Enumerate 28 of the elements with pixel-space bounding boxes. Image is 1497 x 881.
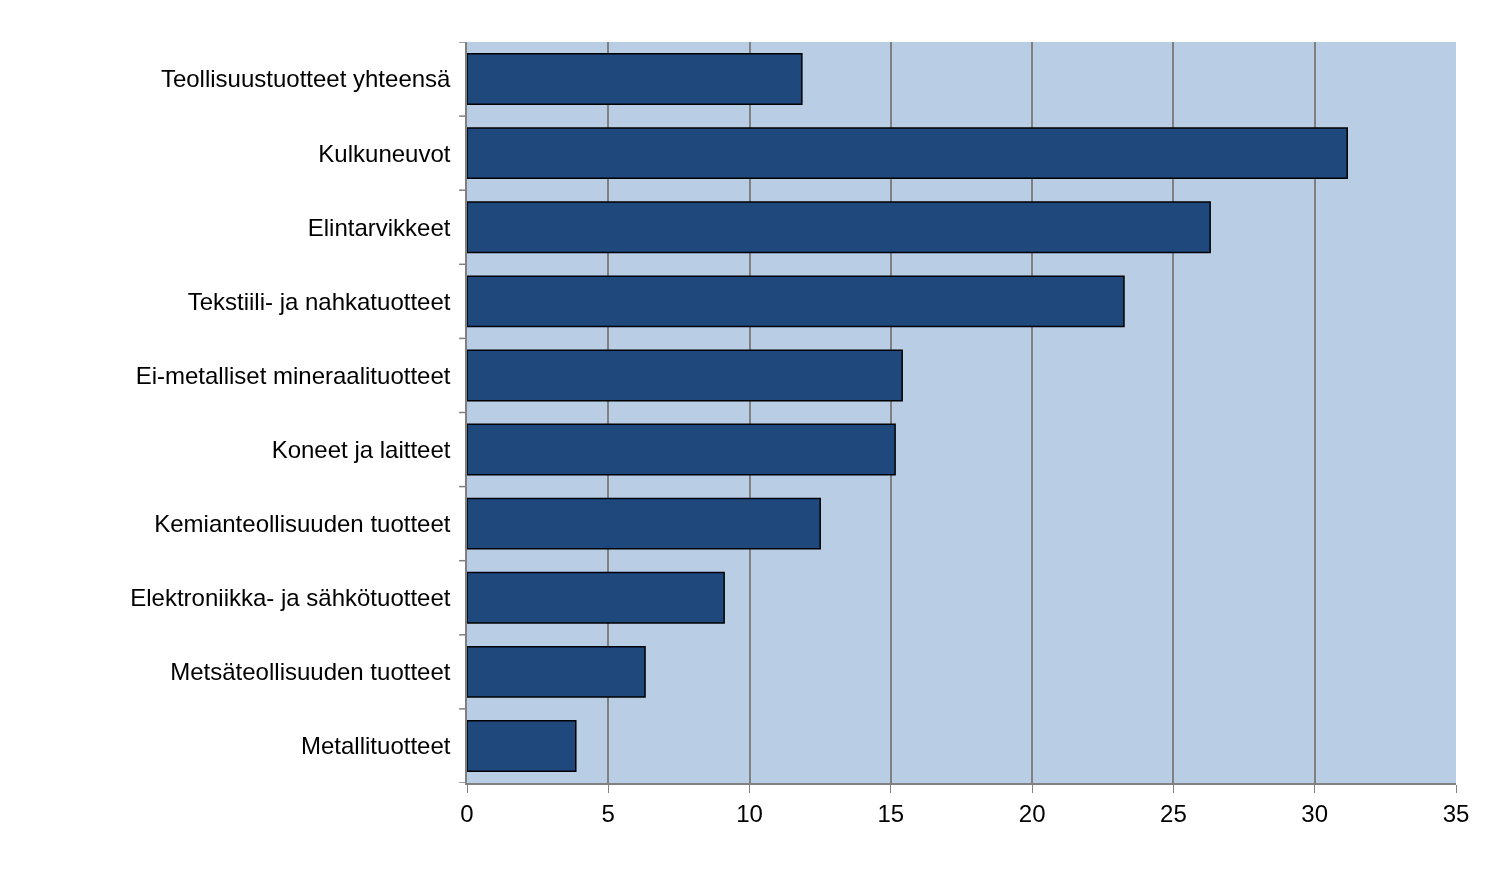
bar <box>467 645 646 698</box>
bar <box>467 497 821 550</box>
y-tick-label: Tekstiili- ja nahkatuotteet <box>187 287 451 315</box>
x-tick-label: 15 <box>877 799 905 827</box>
x-tick-label: 5 <box>601 799 615 827</box>
x-tick-label: 10 <box>736 799 763 827</box>
y-tick-label: Metallituotteet <box>301 732 451 760</box>
x-tick-label: 0 <box>460 799 474 827</box>
bar <box>467 127 1348 180</box>
x-tick-label: 20 <box>1018 799 1046 827</box>
y-tick-label: Kulkuneuvot <box>318 139 451 167</box>
y-tick-label: Elektroniikka- ja sähkötuotteet <box>130 584 451 612</box>
x-tick-label: 30 <box>1301 799 1329 827</box>
bar <box>467 349 903 402</box>
bar <box>467 720 577 772</box>
bar <box>467 571 725 624</box>
y-tick-label: Metsäteollisuuden tuotteet <box>170 658 451 686</box>
y-tick-label: Teollisuustuotteet yhteensä <box>160 65 452 93</box>
bar <box>467 201 1211 254</box>
y-tick-label: Koneet ja laitteet <box>271 435 451 463</box>
y-tick-label: Elintarvikkeet <box>307 213 451 241</box>
y-tick-label: Kemianteollisuuden tuotteet <box>154 510 451 538</box>
y-tick-label: Ei-metalliset mineraalituotteet <box>135 361 451 389</box>
bar <box>467 423 896 476</box>
bar <box>467 53 803 105</box>
x-tick-label: 35 <box>1442 799 1470 827</box>
x-tick-label: 25 <box>1160 799 1187 827</box>
bar <box>467 275 1125 328</box>
